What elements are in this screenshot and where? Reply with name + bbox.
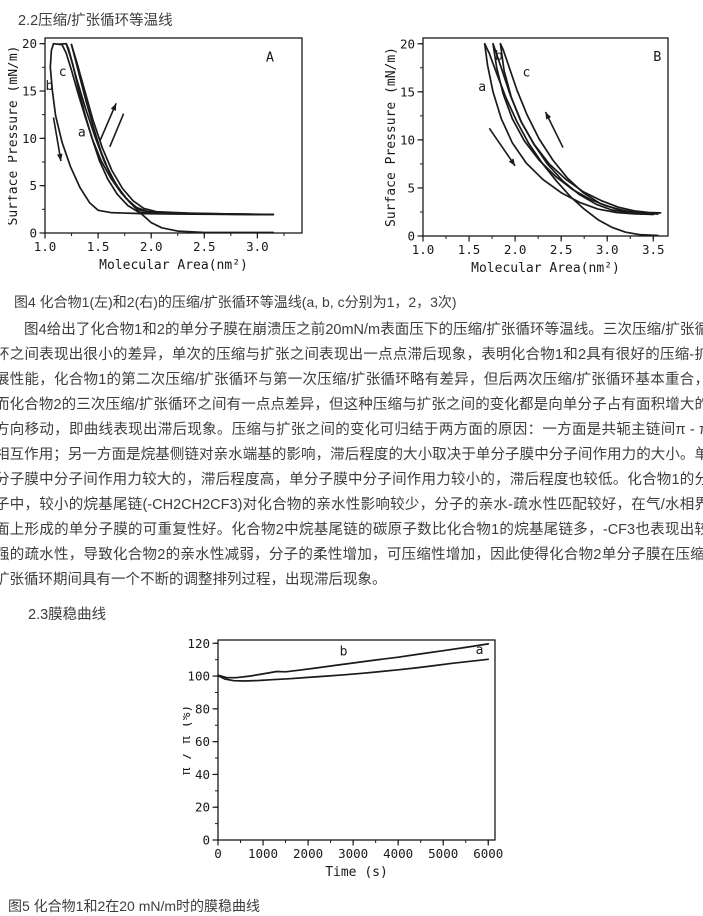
svg-text:1.5: 1.5 — [458, 242, 481, 257]
svg-text:3.0: 3.0 — [246, 239, 269, 254]
svg-text:5: 5 — [29, 178, 37, 193]
svg-text:120: 120 — [187, 636, 210, 651]
svg-text:2.0: 2.0 — [140, 239, 163, 254]
svg-text:Surface Pressure (mN/m): Surface Pressure (mN/m) — [8, 45, 21, 225]
svg-text:1.5: 1.5 — [87, 239, 110, 254]
svg-text:20: 20 — [22, 36, 37, 51]
svg-text:a: a — [478, 80, 486, 95]
svg-text:3.5: 3.5 — [642, 242, 665, 257]
figure5-chart: 0 1000 2000 3000 4000 5000 6000 0 20 40 60 80 100 120… — [183, 636, 503, 880]
svg-text:2.0: 2.0 — [504, 242, 527, 257]
svg-text:b: b — [340, 645, 348, 660]
svg-text:6000: 6000 — [473, 846, 503, 861]
svg-text:40: 40 — [195, 767, 210, 782]
svg-text:3.0: 3.0 — [596, 242, 619, 257]
svg-text:0: 0 — [29, 226, 37, 241]
figure4: 1.0 1.5 2.0 2.5 3.0 0 5 10 15 20 Molecular Area(nm… — [0, 32, 703, 284]
svg-text:1.0: 1.0 — [34, 239, 57, 254]
svg-text:2000: 2000 — [293, 846, 323, 861]
figure5-caption: 图5 化合物1和2在20 mN/m时的膜稳曲线 — [8, 898, 261, 914]
svg-text:15: 15 — [22, 84, 37, 99]
svg-text:5: 5 — [407, 180, 415, 195]
svg-text:A: A — [266, 50, 274, 66]
svg-text:0: 0 — [407, 229, 415, 244]
figure4-caption: 图4 化合物1(左)和2(右)的压缩/扩张循环等温线(a, b, c分别为1，2… — [14, 294, 457, 310]
figure5: 0 1000 2000 3000 4000 5000 6000 0 20 40 60 80 100 120… — [183, 632, 703, 889]
svg-text:10: 10 — [400, 132, 415, 147]
figure4-chart-a: 1.0 1.5 2.0 2.5 3.0 0 5 10 15 20 Molecular Area(nm… — [8, 36, 303, 273]
svg-text:5000: 5000 — [428, 846, 458, 861]
svg-text:π / π (%): π / π (%) — [183, 705, 194, 775]
svg-text:a: a — [476, 643, 484, 658]
svg-text:20: 20 — [400, 36, 415, 51]
svg-text:1000: 1000 — [248, 846, 278, 861]
svg-text:Molecular Area(nm²): Molecular Area(nm²) — [99, 258, 248, 273]
svg-text:15: 15 — [400, 84, 415, 99]
svg-text:20: 20 — [195, 800, 210, 815]
svg-text:60: 60 — [195, 734, 210, 749]
svg-text:Time (s): Time (s) — [325, 865, 388, 880]
svg-text:10: 10 — [22, 131, 37, 146]
svg-text:Surface Pressure (mN/m): Surface Pressure (mN/m) — [384, 47, 399, 227]
svg-text:b: b — [46, 79, 54, 94]
svg-text:c: c — [59, 65, 67, 80]
svg-text:80: 80 — [195, 701, 210, 716]
svg-text:1.0: 1.0 — [412, 242, 435, 257]
svg-text:Molecular Area(nm²): Molecular Area(nm²) — [471, 261, 620, 276]
svg-text:c: c — [522, 65, 530, 80]
svg-text:2.5: 2.5 — [193, 239, 216, 254]
svg-text:4000: 4000 — [383, 846, 413, 861]
svg-text:B: B — [653, 49, 661, 65]
discussion-paragraph: 图4给出了化合物1和2的单分子膜在崩溃压之前20mN/m表面压下的压缩/扩张循环… — [0, 322, 703, 588]
svg-text:3000: 3000 — [338, 846, 368, 861]
svg-text:2.5: 2.5 — [550, 242, 573, 257]
svg-text:0: 0 — [202, 833, 210, 848]
svg-text:b: b — [495, 49, 503, 64]
svg-text:0: 0 — [214, 846, 222, 861]
svg-text:100: 100 — [187, 669, 210, 684]
figure4-chart-b: 1.0 1.5 2.0 2.5 3.0 3.5 0 5 10 15 20 Molecular Area… — [384, 36, 669, 276]
section-2-3-heading: 2.3膜稳曲线 — [28, 607, 107, 623]
svg-text:a: a — [78, 125, 86, 140]
section-2-2-heading: 2.2压缩/扩张循环等温线 — [18, 13, 173, 29]
